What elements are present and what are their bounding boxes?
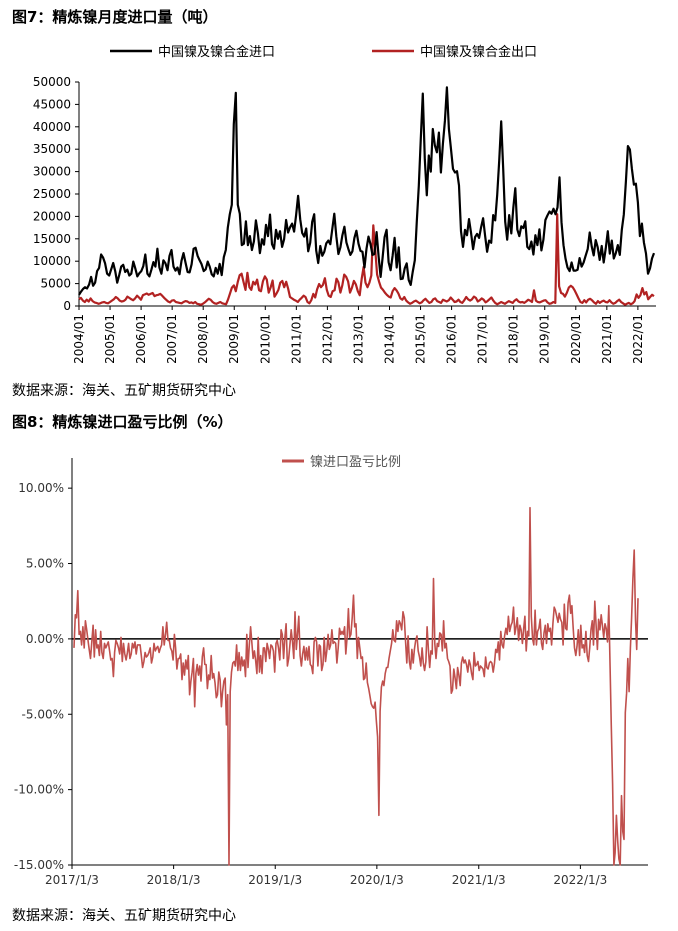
y-tick-label: 30000 (33, 165, 71, 179)
x-tick-label: 2014/01 (382, 314, 396, 364)
x-tick-label: 2019/1/3 (248, 873, 302, 887)
y-tick-label: 5.00% (26, 557, 64, 571)
figure2-source: 数据来源：海关、五矿期货研究中心 (12, 908, 236, 924)
x-tick-label: 2017/1/3 (45, 873, 99, 887)
x-tick-label: 2004/01 (72, 314, 86, 364)
x-tick-label: 2020/1/3 (350, 873, 404, 887)
figure2-title: 图8：精炼镍进口盈亏比例（%） (12, 413, 233, 431)
x-tick-label: 2006/01 (134, 314, 148, 364)
ratio-series-line (73, 506, 639, 866)
y-tick-label: 45000 (33, 97, 71, 111)
y-tick-label: 10000 (33, 254, 71, 268)
x-tick-label: 2022/01 (631, 314, 645, 364)
legend-label-import: 中国镍及镍合金进口 (158, 44, 275, 60)
x-tick-label: 2013/01 (351, 314, 365, 364)
legend-label-ratio: 镍进口盈亏比例 (310, 455, 401, 470)
y-tick-label: 50000 (33, 75, 71, 89)
x-tick-label: 2019/01 (538, 314, 552, 364)
chart1-legend: 中国镍及镍合金进口 中国镍及镍合金出口 (110, 44, 537, 60)
x-tick-label: 2022/1/3 (553, 873, 607, 887)
chart1-y-axis: 0 5000 10000 15000 20000 25000 30000 35000 40000… (33, 75, 79, 313)
y-tick-label: -5.00% (22, 707, 64, 721)
y-tick-label: 40000 (33, 120, 71, 134)
x-tick-label: 2007/01 (165, 314, 179, 364)
x-tick-label: 2015/01 (414, 314, 428, 364)
x-tick-label: 2017/01 (476, 314, 490, 364)
y-tick-label: 0.00% (26, 632, 64, 646)
chart2-y-axis: 10.00% 5.00% 0.00% -5.00% -10.00% -15.00% (14, 481, 72, 872)
y-tick-label: 10.00% (18, 481, 64, 495)
x-tick-label: 2021/1/3 (452, 873, 506, 887)
y-tick-label: 35000 (33, 142, 71, 156)
legend-label-export: 中国镍及镍合金出口 (420, 44, 537, 60)
figure1-title: 图7：精炼镍月度进口量（吨） (12, 8, 218, 26)
y-tick-label: 5000 (40, 277, 71, 291)
x-tick-label: 2010/01 (258, 314, 272, 364)
x-tick-label: 2018/01 (507, 314, 521, 364)
x-tick-label: 2009/01 (227, 314, 241, 364)
chart2-x-axis: 2017/1/3 2018/1/3 2019/1/3 2020/1/3 2021/1/3… (45, 865, 607, 887)
y-tick-label: 15000 (33, 232, 71, 246)
x-tick-label: 2005/01 (103, 314, 117, 364)
x-tick-label: 2008/01 (196, 314, 210, 364)
x-tick-label: 2011/01 (289, 314, 303, 364)
x-tick-label: 2012/01 (320, 314, 334, 364)
x-tick-label: 2016/01 (445, 314, 459, 364)
figure1-source: 数据来源：海关、五矿期货研究中心 (12, 383, 236, 399)
y-tick-label: 0 (63, 299, 71, 313)
x-tick-label: 2021/01 (600, 314, 614, 364)
y-tick-label: 25000 (33, 187, 71, 201)
y-tick-label: -15.00% (14, 858, 64, 872)
import-export-chart: 中国镍及镍合金进口 中国镍及镍合金出口 0 5000 10000 15000 20000… (33, 44, 656, 364)
x-tick-label: 2018/1/3 (147, 873, 201, 887)
profit-ratio-chart: 镍进口盈亏比例 10.00% 5.00% 0.00% -5.00% -10.00% -15… (14, 455, 648, 887)
y-tick-label: 20000 (33, 209, 71, 223)
chart1-x-axis: 2004/01 2005/01 2006/01 2007/01 2008/01 2009/… (72, 306, 645, 364)
x-tick-label: 2020/01 (569, 314, 583, 364)
import-series-line (78, 86, 656, 296)
chart2-legend: 镍进口盈亏比例 (282, 455, 401, 470)
y-tick-label: -10.00% (14, 783, 64, 797)
export-series-line (78, 213, 655, 306)
